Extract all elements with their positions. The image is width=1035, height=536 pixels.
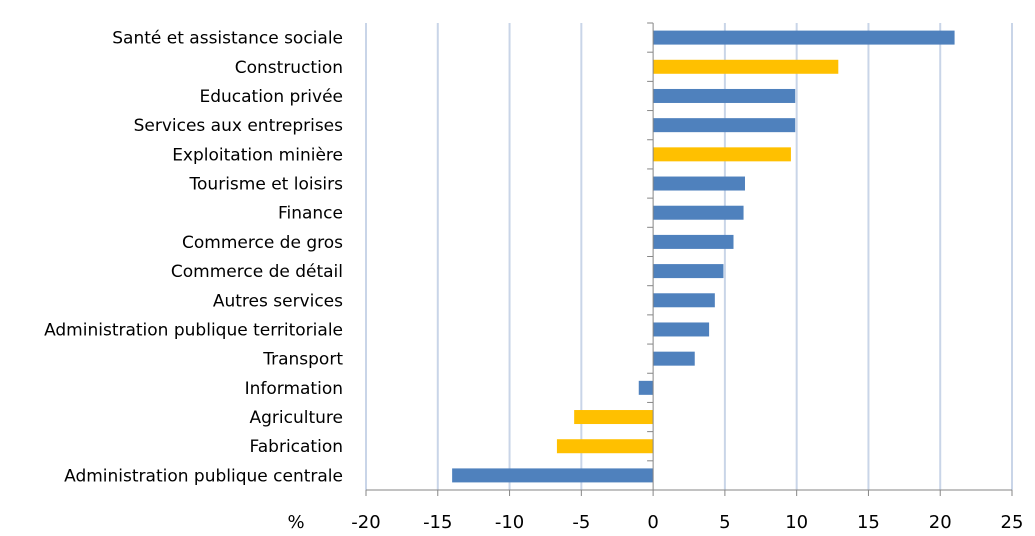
category-label: Education privée — [199, 87, 343, 107]
axes — [365, 22, 1013, 496]
x-axis-label: % — [287, 512, 304, 533]
bar-7 — [653, 234, 734, 249]
category-label: Exploitation minière — [172, 145, 343, 165]
x-tick-label: -20 — [351, 512, 380, 533]
category-label: Information — [245, 379, 343, 399]
bar-1 — [653, 59, 839, 74]
bar-14 — [556, 439, 654, 454]
bar-0 — [653, 30, 955, 45]
bars — [452, 30, 955, 483]
x-tick-label: -15 — [423, 512, 452, 533]
x-tick-label: 20 — [929, 512, 952, 533]
category-label: Administration publique territoriale — [44, 320, 343, 340]
x-tick-label: -5 — [572, 512, 590, 533]
bar-11 — [653, 351, 695, 366]
bar-12 — [638, 380, 654, 395]
category-label: Santé et assistance sociale — [112, 29, 343, 49]
bar-9 — [653, 293, 715, 308]
category-labels: Santé et assistance sociale Construction E… — [44, 29, 343, 487]
bar-13 — [574, 410, 654, 425]
x-tick-label: 0 — [647, 512, 658, 533]
category-label: Commerce de gros — [182, 233, 343, 253]
category-label: Commerce de détail — [171, 262, 343, 282]
x-tick-label: 25 — [1001, 512, 1024, 533]
bar-6 — [653, 205, 744, 220]
bar-8 — [653, 264, 724, 279]
x-tick-label: 15 — [857, 512, 880, 533]
category-label: Tourisme et loisirs — [189, 175, 344, 195]
category-label: Administration publique centrale — [64, 466, 343, 486]
x-tick-label: 10 — [785, 512, 808, 533]
category-label: Finance — [278, 204, 343, 224]
category-label: Fabrication — [250, 437, 343, 457]
bar-4 — [653, 147, 791, 162]
category-label: Construction — [235, 58, 343, 78]
x-tick-label: -10 — [495, 512, 524, 533]
category-label: Services aux entreprises — [134, 116, 344, 136]
bar-15 — [452, 468, 654, 483]
category-label: Transport — [262, 350, 343, 370]
category-label: Agriculture — [250, 408, 344, 428]
bar-10 — [653, 322, 710, 337]
bar-3 — [653, 118, 796, 133]
x-tick-label: 5 — [719, 512, 730, 533]
category-label: Autres services — [213, 291, 343, 311]
tick-labels: -20 -15 -10 -5 0 5 10 15 20 25 — [351, 512, 1023, 533]
bar-2 — [653, 88, 796, 103]
bar-5 — [653, 176, 745, 191]
